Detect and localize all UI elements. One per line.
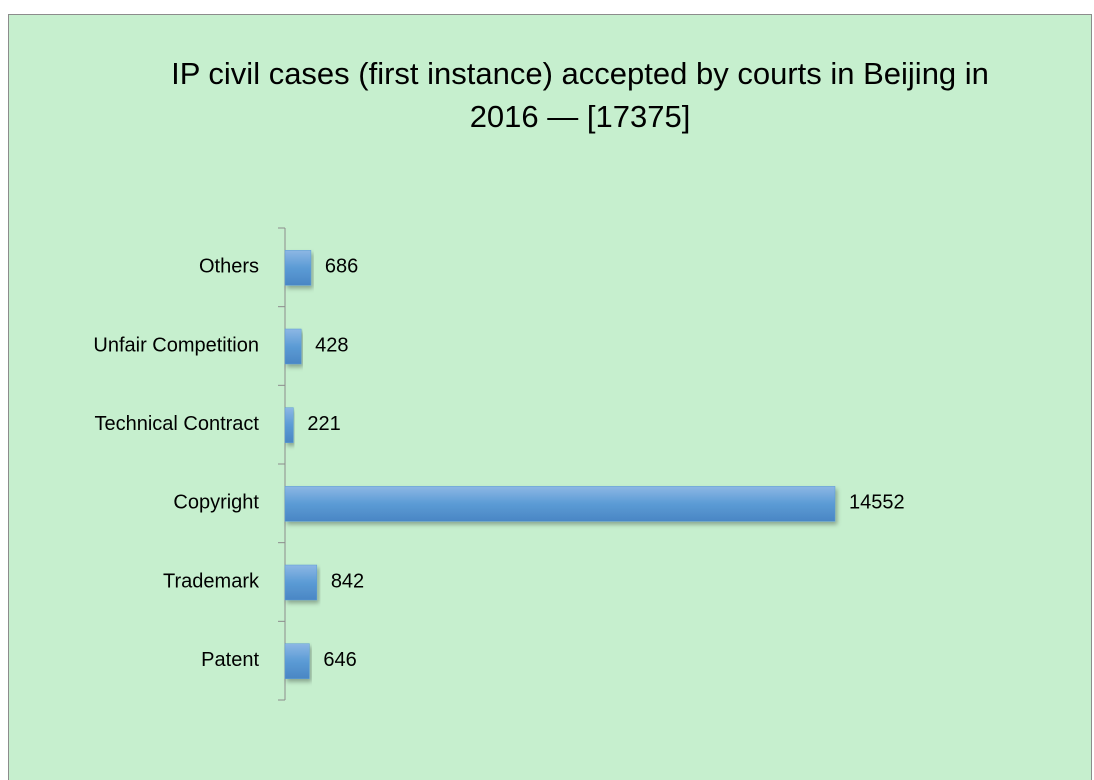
bar [284, 564, 318, 601]
y-tick-label: Technical Contract [94, 413, 259, 435]
bar [284, 328, 302, 365]
bar [284, 643, 310, 679]
data-label: 428 [315, 334, 348, 356]
chart-title: IP civil cases (first instance) accepted… [171, 56, 989, 134]
chart-area [8, 14, 1092, 780]
data-label: 686 [325, 256, 358, 278]
y-tick-label: Trademark [163, 570, 260, 592]
bar [284, 250, 312, 286]
bar [284, 486, 836, 522]
data-label: 842 [331, 570, 364, 592]
y-tick-label: Others [199, 256, 259, 278]
data-label: 14552 [849, 492, 905, 514]
y-tick-label: Unfair Competition [93, 334, 259, 356]
y-tick-label: Copyright [173, 492, 259, 514]
bar [284, 407, 294, 443]
data-label: 646 [323, 649, 356, 671]
data-label: 221 [307, 413, 340, 435]
y-tick-label: Patent [201, 649, 259, 671]
